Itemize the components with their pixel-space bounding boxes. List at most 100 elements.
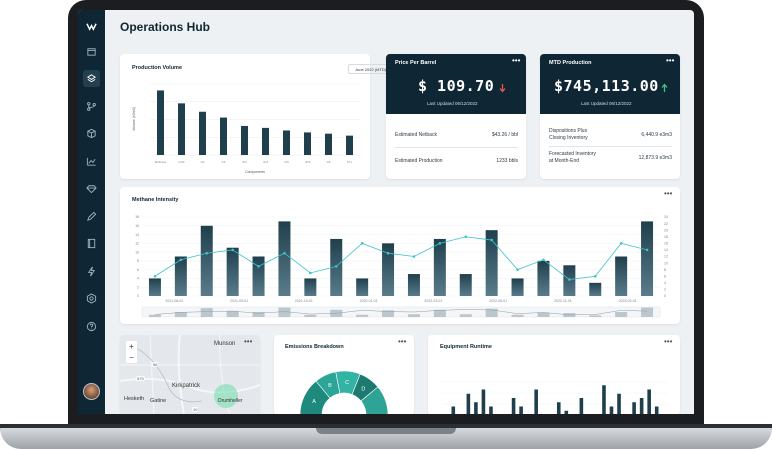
bar — [356, 278, 369, 296]
series-point — [516, 268, 519, 271]
estimated-netback-label: Estimated Netback — [395, 132, 437, 138]
x-tick-label: 2021-08-01 — [165, 299, 183, 303]
series-point — [490, 238, 493, 242]
production-volume-card: Production Volume June 2022 (MTD) Methan… — [120, 54, 408, 179]
series-point — [568, 278, 571, 281]
tick-label: C7+ — [347, 160, 353, 164]
y2-tick-label: 22 — [664, 222, 668, 226]
bar — [534, 389, 538, 414]
card-title: Methane Intensity — [132, 197, 179, 203]
dispositions-label: Dispositions Plus — [549, 128, 588, 134]
series-point — [309, 271, 312, 275]
laptop-hinge — [0, 424, 772, 430]
branch-icon[interactable] — [83, 98, 100, 115]
navigator-line — [154, 309, 648, 316]
map-card[interactable]: + − Munson Kirkpatrick Hesketh Gatine Dr… — [120, 335, 260, 414]
help-icon[interactable] — [83, 318, 100, 335]
bar — [466, 393, 471, 414]
y-tick-label: 16 — [135, 224, 139, 228]
zoom-out-button[interactable]: − — [129, 353, 134, 362]
bar — [199, 111, 206, 155]
bar — [174, 256, 187, 296]
estimated-production-label: Estimated Production — [395, 158, 443, 164]
base-notch — [316, 428, 456, 434]
pencil-icon[interactable] — [83, 208, 100, 225]
y-tick-label: 18 — [135, 215, 139, 219]
book-icon[interactable] — [83, 235, 100, 252]
x-tick-label: 2022-03-01 — [424, 299, 442, 303]
bar — [252, 256, 265, 296]
diamond-icon[interactable] — [83, 180, 100, 197]
dispositions-label-2: Closing Inventory — [549, 135, 588, 141]
mtd-production-card: MTD Production ••• $745,113.00 Last Upda… — [540, 54, 680, 179]
card-header — [540, 54, 680, 114]
bar — [459, 274, 472, 296]
equipment-runtime-card: Equipment Runtime ••• — [428, 335, 680, 414]
navigator-bar — [485, 308, 498, 317]
map-label-munson: Munson — [214, 341, 236, 347]
series-point — [438, 242, 442, 245]
laptop-base — [0, 428, 772, 449]
bar — [226, 247, 239, 296]
bar — [148, 278, 161, 296]
app-screen: Operations Hub Production Volume June 20… — [78, 10, 694, 414]
navigator-bar — [252, 312, 265, 317]
zoom-in-button[interactable]: + — [129, 342, 134, 351]
forecast-label: Forecasted Inventory — [549, 151, 596, 157]
hexagon-icon[interactable] — [83, 290, 100, 307]
cube-icon[interactable] — [83, 125, 100, 142]
navigator-bar — [304, 314, 317, 317]
series-point — [283, 251, 286, 255]
bar — [641, 221, 654, 296]
map-label-gatine: Gatine — [150, 398, 167, 404]
menu-icon[interactable]: ••• — [244, 337, 253, 346]
series-point — [542, 258, 545, 262]
tick-label: C2 — [201, 160, 205, 164]
x-axis-label: Components — [245, 170, 265, 174]
y2-tick-label: 10 — [664, 261, 668, 265]
bar — [474, 402, 478, 414]
price-per-barrel-card: Price Per Barrel ••• $ 109.70 Last Updat… — [386, 54, 526, 179]
navigator-bar — [433, 309, 446, 317]
x-tick-label: 2023-02-01 — [619, 299, 637, 303]
map-label-kirkpatrick: Kirkpatrick — [172, 383, 201, 389]
bar — [481, 389, 486, 414]
bar — [537, 260, 550, 296]
bar — [647, 389, 651, 414]
menu-icon[interactable]: ••• — [664, 337, 673, 346]
logo-icon[interactable] — [83, 18, 100, 35]
avatar[interactable] — [83, 383, 100, 400]
menu-icon[interactable]: ••• — [398, 337, 407, 346]
bar — [615, 256, 628, 296]
navigator-bar — [537, 312, 550, 317]
bar — [325, 133, 332, 155]
layers-icon[interactable] — [83, 70, 100, 87]
card-title: Production Volume — [132, 65, 183, 71]
arrow-down-icon — [499, 80, 506, 98]
series-point — [205, 251, 209, 255]
trend-icon[interactable] — [83, 153, 100, 170]
calendar-icon[interactable] — [83, 43, 100, 60]
bolt-icon[interactable] — [83, 263, 100, 280]
bar — [489, 406, 493, 414]
navigator-bar — [200, 308, 213, 317]
slice-label: C — [345, 380, 349, 386]
location-marker[interactable] — [214, 384, 238, 408]
y-tick-label: 10 — [135, 250, 139, 254]
series-point — [231, 248, 234, 252]
tick-label: nC5 — [305, 160, 311, 164]
bar — [589, 282, 602, 296]
tick-label: C6 — [327, 160, 331, 164]
navigator-bar — [615, 312, 628, 317]
menu-icon[interactable]: ••• — [512, 56, 521, 65]
navigator-bar — [226, 310, 239, 317]
mtd-value: $745,113.00 — [554, 77, 659, 95]
y-axis-label: Volume (e3m3) — [132, 107, 136, 131]
menu-icon[interactable]: ••• — [666, 56, 675, 65]
bar — [556, 402, 561, 414]
tick-label: nC4 — [263, 160, 269, 164]
menu-icon[interactable]: ••• — [664, 189, 673, 198]
x-tick-label: 2021-10-01 — [295, 299, 313, 303]
navigator-bar — [148, 314, 161, 317]
